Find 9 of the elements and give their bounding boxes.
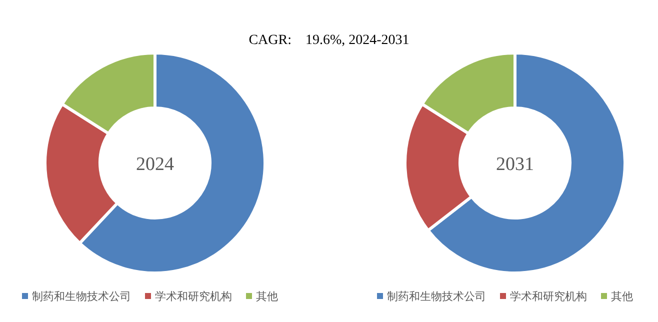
legend-label: 其他 xyxy=(611,290,633,303)
text: 2031 xyxy=(496,154,534,175)
legend-label: 制药和生物技术公司 xyxy=(32,290,131,303)
legend-label: 学术和研究机构 xyxy=(155,290,232,303)
legend-label: 制药和生物技术公司 xyxy=(387,290,486,303)
legend-label: 学术和研究机构 xyxy=(510,290,587,303)
text: 2024 xyxy=(136,154,174,175)
legend-label: 其他 xyxy=(256,290,278,303)
text: CAGR: 19.6%, 2024-2031 xyxy=(248,33,410,48)
